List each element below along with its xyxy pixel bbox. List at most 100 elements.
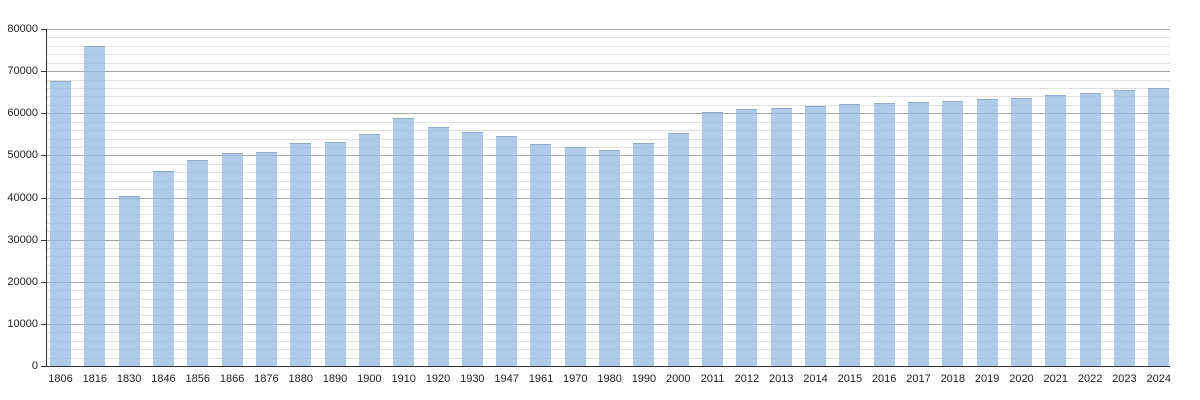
x-tick-label: 1866 <box>219 373 245 385</box>
gridline-major <box>47 29 1170 30</box>
bar-2014 <box>805 106 827 366</box>
x-tick-label: 1980 <box>597 373 622 385</box>
x-tick-label: 1947 <box>494 373 519 385</box>
x-tick-label: 2022 <box>1077 373 1103 385</box>
y-tick-label: 40000 <box>7 191 38 204</box>
bar-2019 <box>976 99 998 366</box>
gridline-minor <box>47 62 1170 64</box>
x-tick-label: 2021 <box>1043 373 1068 385</box>
y-axis-tick <box>41 29 47 30</box>
bar-2023 <box>1113 90 1135 366</box>
plot-area <box>46 29 1170 367</box>
y-axis-tick <box>41 239 47 241</box>
gridline-minor <box>47 146 1170 148</box>
y-axis-tick <box>41 155 47 157</box>
y-tick-label: 60000 <box>7 107 38 120</box>
bar-1980 <box>599 150 621 366</box>
bar-2021 <box>1045 95 1067 366</box>
x-tick-label: 2014 <box>803 373 828 385</box>
x-tick-label: 1970 <box>563 373 588 385</box>
x-tick-label: 2016 <box>871 373 897 385</box>
bar-2011 <box>702 112 724 366</box>
x-tick-label: 1890 <box>322 373 348 385</box>
bar-2018 <box>942 100 964 366</box>
x-tick-label: 2017 <box>906 373 931 385</box>
x-tick-label: 2015 <box>837 373 863 385</box>
gridline-major <box>47 71 1170 73</box>
bar-2013 <box>770 107 792 366</box>
y-tick-label: 50000 <box>7 149 38 162</box>
bar-2017 <box>908 101 929 366</box>
gridline-minor <box>47 104 1170 106</box>
bar-1816 <box>84 45 106 366</box>
y-tick-label: 10000 <box>7 317 38 330</box>
gridline-minor <box>47 130 1170 132</box>
x-tick-label: 1876 <box>254 373 279 385</box>
x-tick-label: 1910 <box>391 373 416 385</box>
y-axis-tick <box>41 197 47 199</box>
x-tick-label: 1846 <box>151 373 176 385</box>
x-tick-label: 1816 <box>82 373 108 385</box>
bar-1876 <box>255 151 277 366</box>
x-tick-label: 2018 <box>940 373 966 385</box>
gridline-minor <box>47 138 1170 140</box>
y-axis-tick <box>41 323 47 325</box>
gridline-minor <box>47 96 1170 98</box>
bar-1846 <box>152 171 174 366</box>
gridline-minor <box>47 54 1170 56</box>
bar-2024 <box>1148 87 1170 366</box>
x-tick-label: 2012 <box>734 373 760 385</box>
bar-2000 <box>667 133 689 366</box>
x-tick-label: 2020 <box>1009 373 1034 385</box>
bar-1947 <box>496 136 518 366</box>
x-tick-label: 1806 <box>48 373 73 385</box>
gridline-minor <box>47 79 1170 81</box>
bar-1970 <box>564 146 586 366</box>
x-tick-label: 2024 <box>1146 373 1171 385</box>
x-tick-label: 1900 <box>357 373 382 385</box>
gridline-minor <box>47 87 1170 89</box>
bar-1910 <box>393 118 415 366</box>
bar-1880 <box>290 143 312 366</box>
bar-2016 <box>873 103 895 366</box>
x-tick-label: 1961 <box>528 373 554 385</box>
x-tick-label: 2013 <box>768 373 794 385</box>
gridline-minor <box>47 37 1170 39</box>
bar-2020 <box>1010 97 1032 366</box>
y-tick-label: 70000 <box>7 65 38 78</box>
bar-1856 <box>187 160 209 366</box>
x-tick-label: 2019 <box>974 373 1000 385</box>
bar-1806 <box>50 80 71 366</box>
y-tick-label: 0 <box>31 360 38 372</box>
x-tick-label: 1990 <box>631 373 657 385</box>
y-axis-tick <box>41 366 47 367</box>
gridline-major <box>47 113 1170 115</box>
y-axis-tick <box>41 113 47 115</box>
x-tick-label: 1920 <box>425 373 451 385</box>
gridline-minor <box>47 45 1170 47</box>
x-tick-label: 1830 <box>116 373 142 385</box>
y-tick-label: 20000 <box>7 275 38 288</box>
y-tick-label: 30000 <box>7 233 38 246</box>
bar-1900 <box>358 133 380 366</box>
y-axis-tick <box>41 281 47 283</box>
bar-2012 <box>736 109 758 366</box>
x-tick-label: 1930 <box>460 373 485 385</box>
x-tick-label: 1880 <box>288 373 313 385</box>
y-tick-label: 80000 <box>7 23 38 35</box>
bar-2015 <box>839 104 861 366</box>
bar-1961 <box>530 144 552 366</box>
x-tick-label: 2000 <box>666 373 691 385</box>
bar-1930 <box>461 131 483 366</box>
y-axis-tick <box>41 71 47 73</box>
bar-1890 <box>324 141 346 366</box>
gridline-minor <box>47 121 1170 123</box>
bar-1990 <box>633 142 655 366</box>
bar-2022 <box>1079 92 1101 366</box>
bar-1866 <box>221 153 243 366</box>
bar-1920 <box>427 127 449 366</box>
x-tick-label: 2023 <box>1112 373 1137 385</box>
x-tick-label: 2011 <box>700 373 725 385</box>
x-tick-label: 1856 <box>185 373 210 385</box>
